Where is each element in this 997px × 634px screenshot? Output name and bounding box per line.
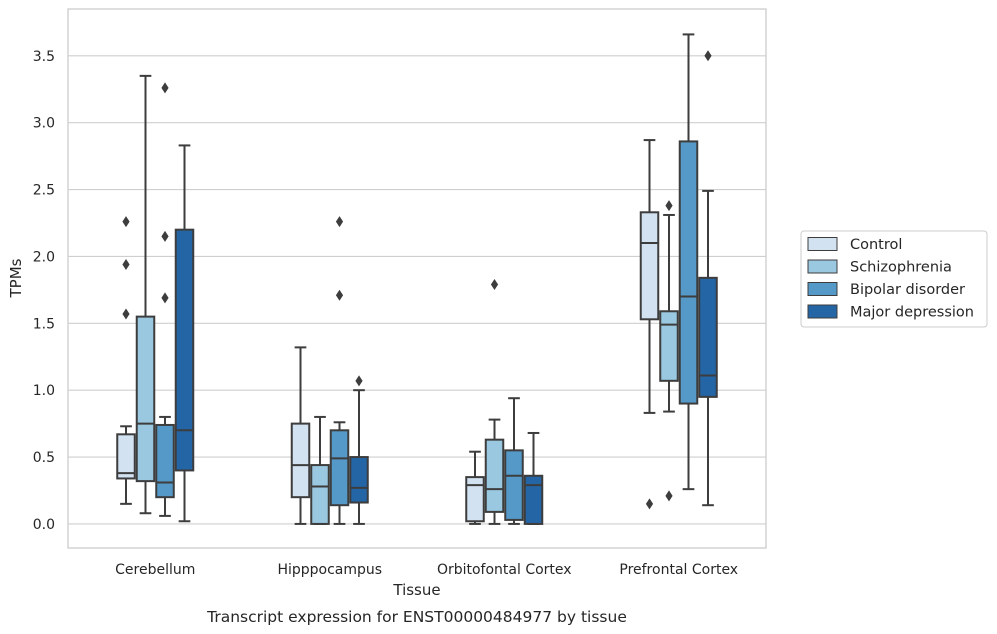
y-tick-label: 2.0 bbox=[33, 249, 55, 265]
outlier-point bbox=[645, 498, 654, 510]
legend-swatch bbox=[807, 304, 838, 319]
box-control bbox=[465, 450, 485, 525]
y-axis-label: TPMs bbox=[7, 258, 25, 298]
outlier-point bbox=[490, 279, 499, 291]
legend-label: Major depression bbox=[850, 305, 974, 321]
box-iqr bbox=[135, 315, 156, 483]
box-control bbox=[290, 346, 311, 525]
x-tick-label: Prefrontal Cortex bbox=[619, 562, 738, 578]
box-bipolar-disorder bbox=[329, 216, 350, 525]
box-iqr bbox=[310, 464, 330, 525]
legend-label: Control bbox=[850, 237, 902, 253]
box-iqr bbox=[174, 228, 195, 472]
box-major-depression bbox=[349, 375, 369, 525]
outlier-point bbox=[335, 289, 344, 301]
x-tick-label: Hipppocampus bbox=[277, 562, 382, 578]
box-schizophrenia bbox=[659, 200, 679, 502]
outlier-point bbox=[704, 50, 712, 62]
legend-swatch bbox=[807, 282, 838, 296]
outlier-point bbox=[122, 258, 130, 270]
legend: Control Schizophrenia Bipolar disorder Majo… bbox=[800, 230, 988, 328]
box-iqr bbox=[639, 211, 660, 321]
outlier-point bbox=[161, 292, 169, 304]
box-bipolar-disorder bbox=[155, 82, 175, 517]
legend-frame bbox=[800, 230, 988, 328]
box-schizophrenia bbox=[310, 415, 330, 525]
box-bipolar-disorder bbox=[678, 33, 699, 491]
box-iqr bbox=[329, 429, 350, 507]
box-iqr bbox=[504, 449, 524, 521]
y-tick-label: 3.0 bbox=[33, 116, 55, 132]
outlier-point bbox=[665, 490, 673, 502]
outlier-point bbox=[161, 82, 169, 94]
y-tick-label: 0.0 bbox=[33, 517, 55, 533]
y-tick-label: 1.5 bbox=[33, 316, 55, 332]
box-schizophrenia bbox=[484, 279, 505, 525]
outlier-point bbox=[665, 200, 673, 212]
outlier-point bbox=[355, 375, 363, 387]
x-axis-label: Tissue bbox=[392, 581, 440, 599]
box-major-depression bbox=[174, 144, 195, 523]
outlier-point bbox=[161, 230, 169, 242]
box-major-depression bbox=[523, 431, 544, 525]
box-iqr bbox=[659, 310, 679, 382]
box-iqr bbox=[349, 456, 369, 504]
box-iqr bbox=[290, 422, 311, 499]
y-tick-label: 3.5 bbox=[33, 49, 55, 65]
box-control bbox=[116, 216, 136, 505]
box-iqr bbox=[523, 474, 544, 525]
box-major-depression bbox=[698, 50, 718, 507]
legend-swatch bbox=[807, 259, 838, 274]
legend-swatch bbox=[807, 237, 838, 251]
y-tick-label: 1.0 bbox=[33, 383, 55, 399]
box-iqr bbox=[698, 276, 718, 398]
legend-label: Schizophrenia bbox=[850, 260, 952, 276]
y-tick-labels: 0.0 0.5 1.0 1.5 2.0 2.5 3.0 3.5 bbox=[33, 49, 55, 533]
x-tick-labels: Cerebellum Hipppocampus Orbitofontal Corte… bbox=[115, 562, 738, 578]
legend-label: Bipolar disorder bbox=[850, 282, 965, 298]
box-series bbox=[116, 33, 718, 525]
outlier-point bbox=[122, 216, 130, 228]
x-tick-label: Cerebellum bbox=[115, 562, 195, 578]
x-tick-label: Orbitofontal Cortex bbox=[437, 562, 572, 578]
box-iqr bbox=[116, 433, 136, 480]
box-iqr bbox=[484, 438, 505, 513]
box-control bbox=[639, 139, 660, 510]
y-tick-label: 0.5 bbox=[33, 450, 55, 466]
outlier-point bbox=[122, 308, 130, 320]
box-bipolar-disorder bbox=[504, 397, 524, 525]
y-tick-label: 2.5 bbox=[33, 183, 55, 199]
box-iqr bbox=[678, 140, 699, 405]
chart-caption: Transcript expression for ENST0000048497… bbox=[206, 608, 627, 626]
box-iqr bbox=[465, 476, 485, 523]
box-schizophrenia bbox=[135, 74, 156, 515]
outlier-point bbox=[335, 216, 344, 228]
box-iqr bbox=[155, 423, 175, 499]
